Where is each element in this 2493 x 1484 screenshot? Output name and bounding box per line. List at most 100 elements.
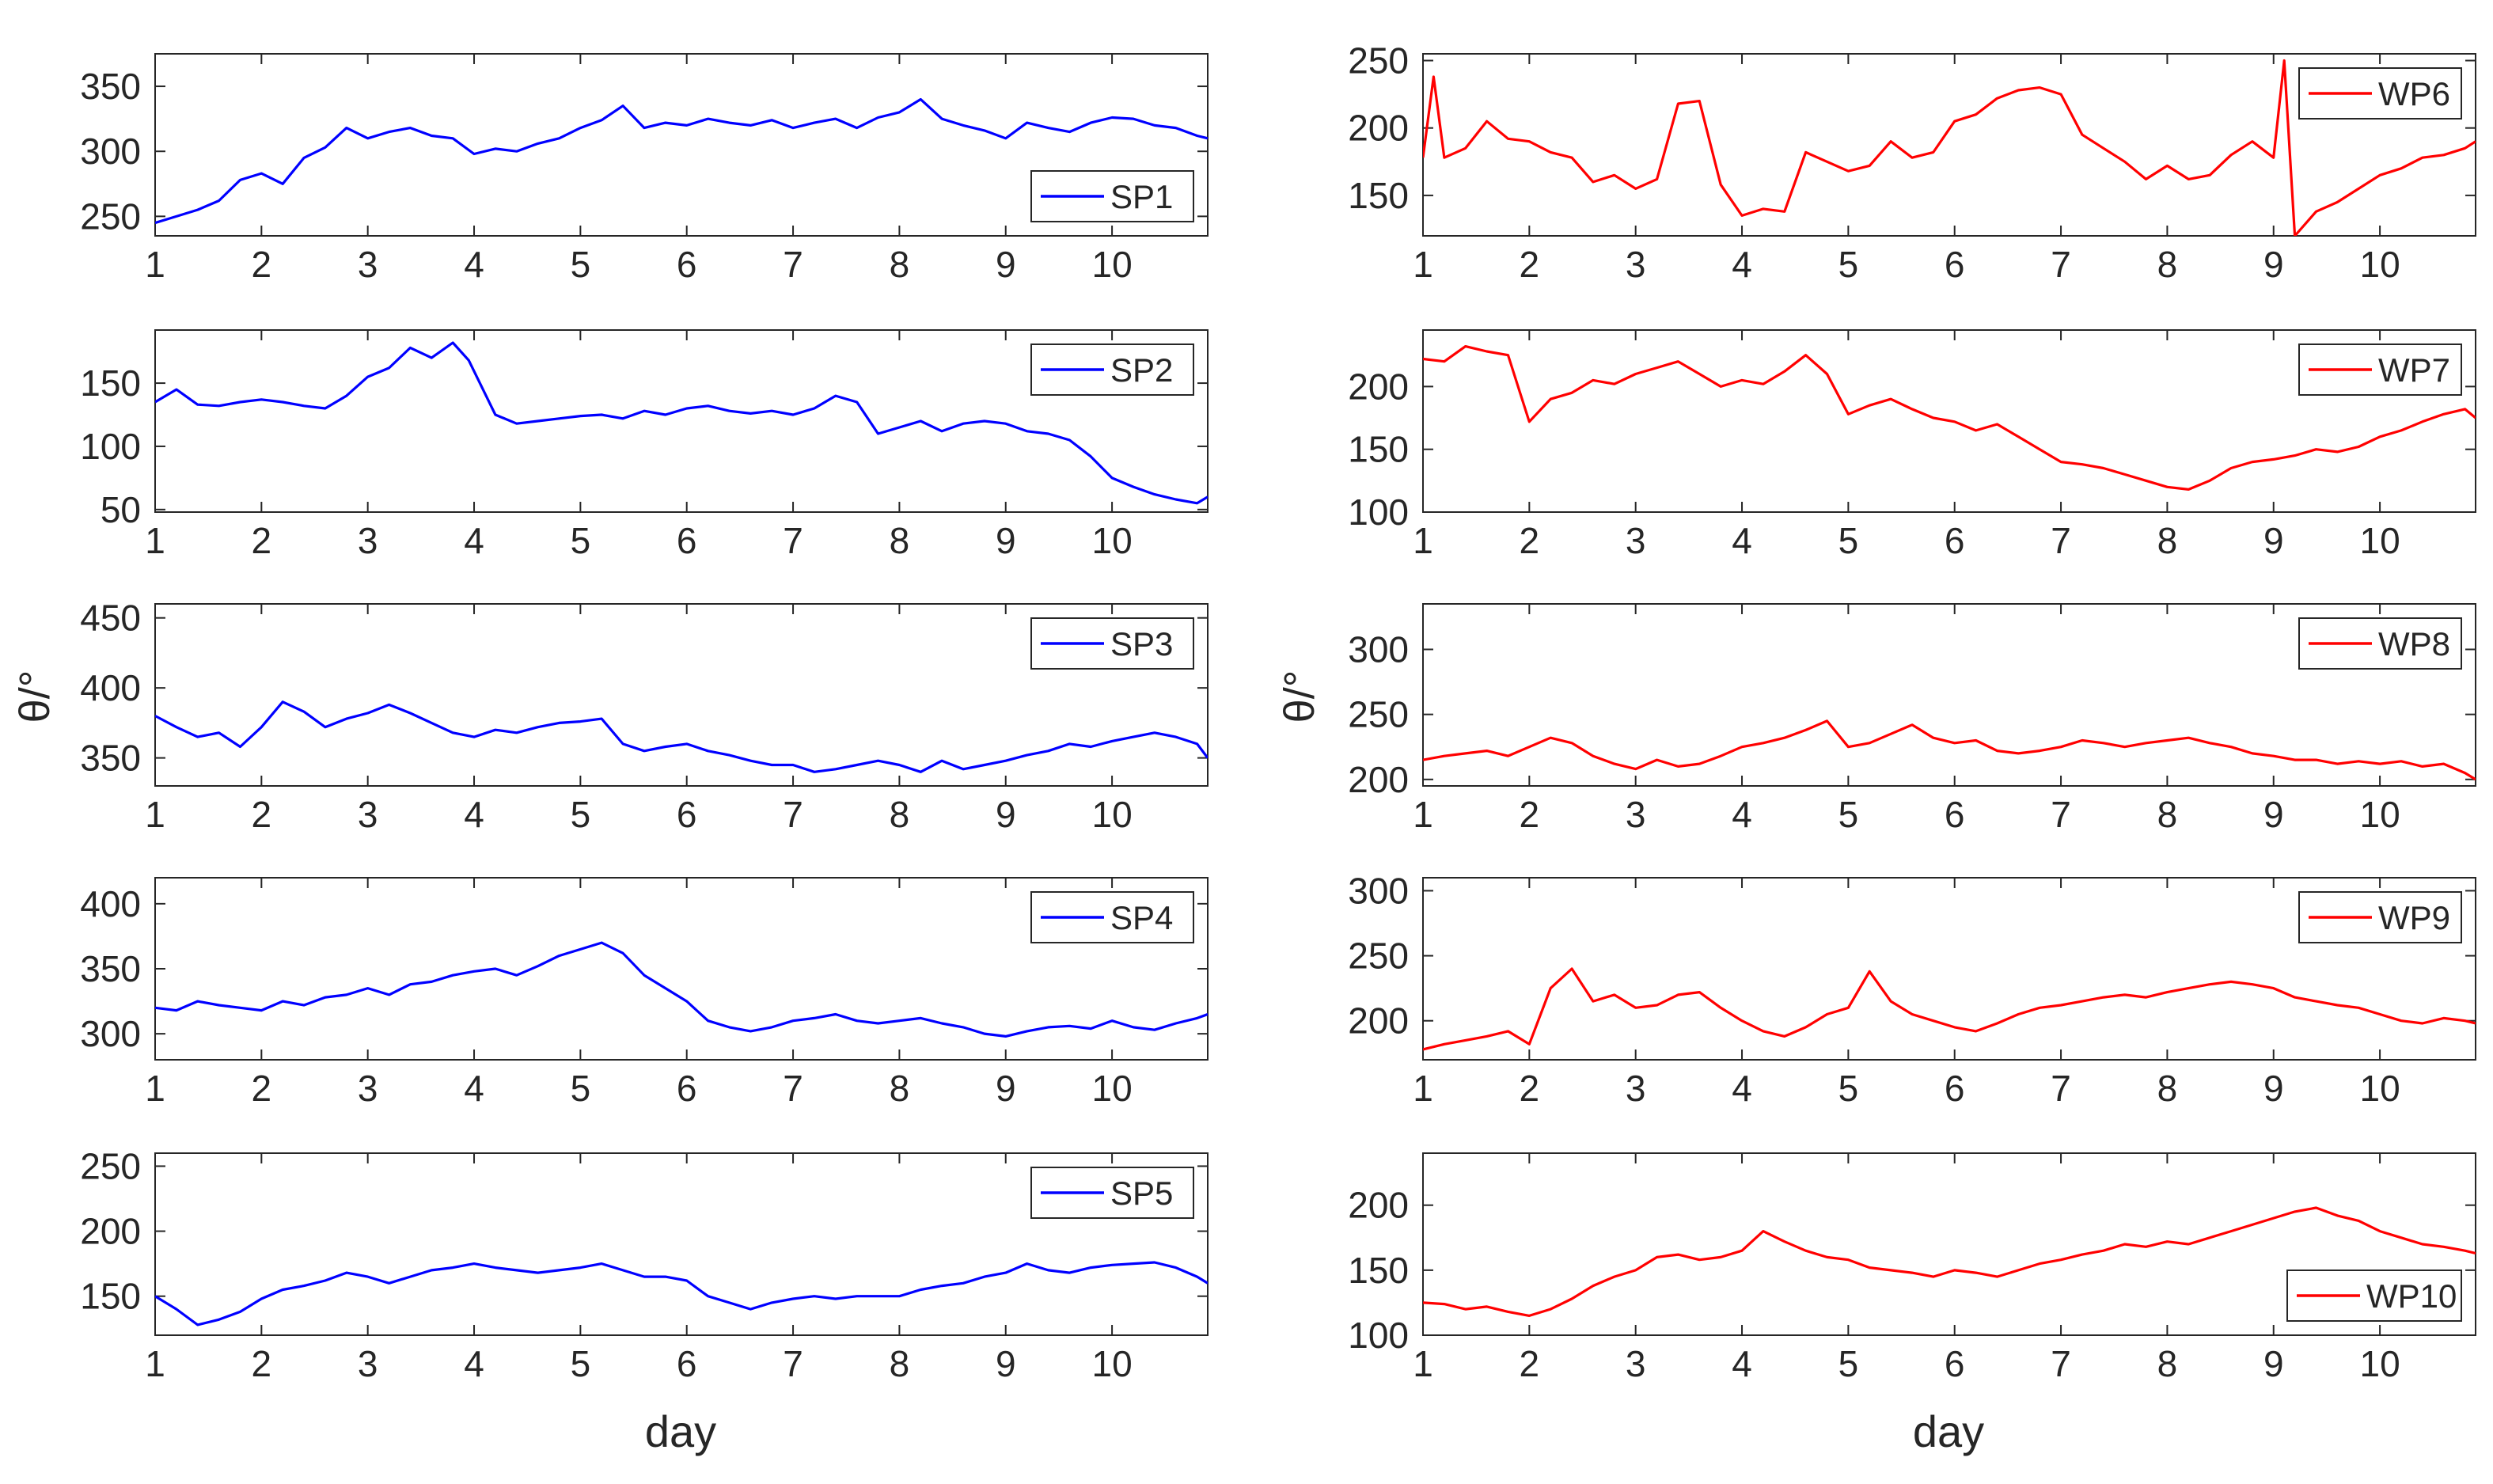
x-tick-label: 4 bbox=[1732, 1343, 1752, 1384]
panel-sp5: 1 2 3 4 5 6 7 8 9 10 150 200 250 SP5 bbox=[80, 1145, 1209, 1384]
y-tick-label: 350 bbox=[80, 738, 141, 779]
x-tick-label: 7 bbox=[783, 244, 803, 285]
x-tick-label: 10 bbox=[2360, 1068, 2400, 1109]
x-tick-label: 9 bbox=[996, 520, 1016, 561]
x-tick-label: 3 bbox=[358, 1068, 378, 1109]
x-tick-label: 5 bbox=[1838, 244, 1859, 285]
x-tick-label: 9 bbox=[2263, 520, 2284, 561]
y-tick-label: 200 bbox=[1348, 366, 1409, 407]
x-tick-label: 1 bbox=[1413, 1068, 1433, 1109]
x-tick-label: 8 bbox=[890, 1068, 910, 1109]
x-tick-label: 2 bbox=[252, 1343, 272, 1384]
panel-wp10: 1 2 3 4 5 6 7 8 9 10 100 150 200 WP10 bbox=[1348, 1152, 2476, 1384]
x-tick-label: 1 bbox=[145, 520, 165, 561]
y-tick-label: 100 bbox=[1348, 1315, 1409, 1356]
x-tick-label: 2 bbox=[252, 244, 272, 285]
x-tick-label: 5 bbox=[1838, 520, 1859, 561]
x-tick-label: 3 bbox=[1626, 520, 1646, 561]
x-tick-label: 1 bbox=[145, 1068, 165, 1109]
y-tick-label: 400 bbox=[80, 883, 141, 924]
legend-label-wp10: WP10 bbox=[2366, 1277, 2457, 1315]
x-tick-label: 5 bbox=[571, 794, 591, 835]
x-tick-label: 10 bbox=[2360, 794, 2400, 835]
x-tick-label: 3 bbox=[1626, 1068, 1646, 1109]
legend-label-wp7: WP7 bbox=[2378, 351, 2450, 389]
x-tick-label: 4 bbox=[464, 794, 484, 835]
legend-label-wp8: WP8 bbox=[2378, 625, 2450, 662]
series-line-sp2 bbox=[155, 341, 1208, 505]
x-tick-label: 5 bbox=[571, 520, 591, 561]
x-tick-label: 1 bbox=[145, 244, 165, 285]
y-tick-label: 250 bbox=[80, 195, 141, 237]
x-tick-label: 9 bbox=[2263, 244, 2284, 285]
x-tick-label: 2 bbox=[1520, 244, 1540, 285]
x-tick-label: 8 bbox=[2157, 1343, 2178, 1384]
y-tick-label: 150 bbox=[1348, 429, 1409, 470]
y-tick-label: 200 bbox=[1348, 759, 1409, 800]
x-tick-label: 1 bbox=[1413, 520, 1433, 561]
x-tick-label: 4 bbox=[464, 244, 484, 285]
x-tick-label: 10 bbox=[2360, 1343, 2400, 1384]
x-tick-label: 1 bbox=[1413, 244, 1433, 285]
x-tick-label: 3 bbox=[358, 244, 378, 285]
y-tick-label: 50 bbox=[101, 489, 141, 530]
x-tick-label: 7 bbox=[2051, 1068, 2071, 1109]
x-tick-label: 7 bbox=[783, 1343, 803, 1384]
legend-label-wp9: WP9 bbox=[2378, 899, 2450, 936]
x-tick-label: 9 bbox=[996, 244, 1016, 285]
x-tick-label: 5 bbox=[1838, 1343, 1859, 1384]
y-tick-label: 450 bbox=[80, 598, 141, 639]
x-tick-label: 5 bbox=[1838, 794, 1859, 835]
x-tick-label: 7 bbox=[2051, 520, 2071, 561]
x-tick-label: 5 bbox=[571, 1343, 591, 1384]
x-tick-label: 3 bbox=[1626, 1343, 1646, 1384]
x-tick-label: 6 bbox=[1945, 794, 1965, 835]
legend-box-sp5 bbox=[1030, 1167, 1194, 1219]
x-tick-label: 7 bbox=[783, 794, 803, 835]
x-tick-label: 2 bbox=[1520, 520, 1540, 561]
x-axis-label-right: day bbox=[1913, 1406, 1984, 1456]
legend-label-sp4: SP4 bbox=[1110, 899, 1173, 936]
x-tick-label: 4 bbox=[1732, 520, 1752, 561]
x-tick-label: 8 bbox=[2157, 520, 2178, 561]
x-tick-label: 7 bbox=[2051, 1343, 2071, 1384]
x-tick-label: 4 bbox=[1732, 1068, 1752, 1109]
x-tick-label: 10 bbox=[1092, 244, 1133, 285]
x-tick-label: 9 bbox=[2263, 1343, 2284, 1384]
x-tick-label: 2 bbox=[1520, 1343, 1540, 1384]
x-tick-label: 2 bbox=[252, 1068, 272, 1109]
x-tick-label: 10 bbox=[2360, 520, 2400, 561]
series-line-wp6 bbox=[1423, 59, 2476, 236]
y-tick-label: 250 bbox=[1348, 936, 1409, 977]
legend-label-sp5: SP5 bbox=[1110, 1175, 1173, 1212]
x-tick-label: 10 bbox=[1092, 520, 1133, 561]
x-tick-label: 6 bbox=[1945, 244, 1965, 285]
series-line-wp10 bbox=[1423, 1206, 2476, 1317]
x-tick-label: 9 bbox=[996, 1343, 1016, 1384]
x-tick-label: 3 bbox=[1626, 794, 1646, 835]
y-tick-label: 100 bbox=[80, 426, 141, 467]
x-tick-label: 2 bbox=[252, 794, 272, 835]
x-tick-label: 10 bbox=[1092, 1068, 1133, 1109]
x-tick-label: 9 bbox=[2263, 794, 2284, 835]
series-line-sp3 bbox=[155, 700, 1208, 773]
x-tick-label: 4 bbox=[464, 1068, 484, 1109]
panel-wp6: 1 2 3 4 5 6 7 8 9 10 150 200 250 WP6 bbox=[1348, 40, 2476, 285]
y-tick-label: 300 bbox=[80, 131, 141, 172]
x-axis-label-left: day bbox=[645, 1406, 716, 1456]
x-tick-label: 1 bbox=[145, 1343, 165, 1384]
legend-label-sp3: SP3 bbox=[1110, 625, 1173, 662]
x-tick-label: 10 bbox=[1092, 794, 1133, 835]
y-tick-label: 350 bbox=[80, 948, 141, 989]
x-tick-label: 6 bbox=[1945, 1068, 1965, 1109]
x-tick-label: 6 bbox=[1945, 520, 1965, 561]
x-tick-label: 4 bbox=[464, 1343, 484, 1384]
x-tick-label: 7 bbox=[2051, 794, 2071, 835]
y-tick-label: 250 bbox=[1348, 694, 1409, 735]
x-tick-label: 9 bbox=[996, 1068, 1016, 1109]
x-tick-label: 8 bbox=[2157, 794, 2178, 835]
series-line-wp8 bbox=[1423, 719, 2476, 781]
y-tick-label: 150 bbox=[80, 1276, 141, 1317]
series-line-sp4 bbox=[155, 941, 1208, 1038]
x-tick-label: 7 bbox=[783, 1068, 803, 1109]
